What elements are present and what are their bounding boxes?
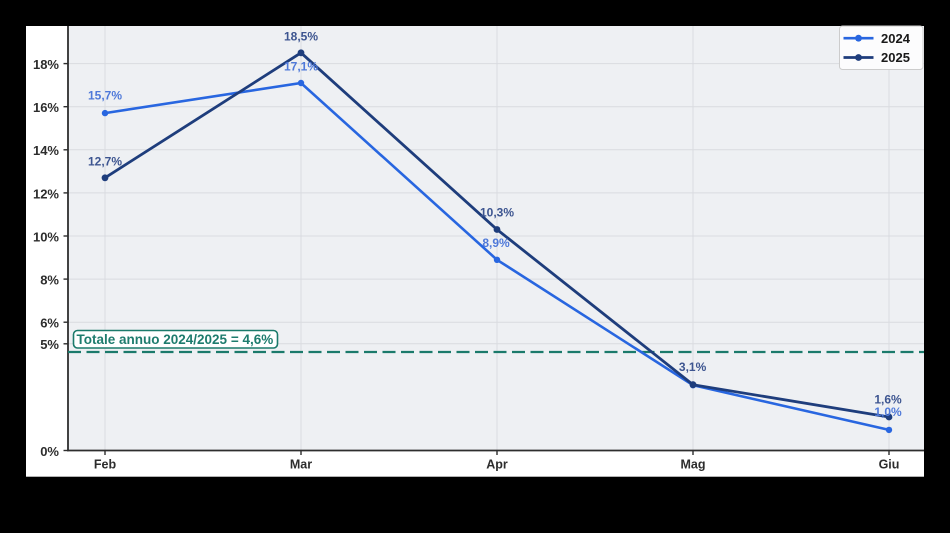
svg-text:1,6%: 1,6% <box>874 393 902 407</box>
svg-text:14%: 14% <box>33 143 59 158</box>
svg-text:Giu: Giu <box>879 458 900 472</box>
svg-text:10,3%: 10,3% <box>480 205 514 219</box>
svg-text:2025: 2025 <box>881 50 910 65</box>
svg-text:Mag: Mag <box>681 458 706 472</box>
svg-text:0%: 0% <box>40 444 59 459</box>
svg-text:18,5%: 18,5% <box>284 30 318 44</box>
svg-text:Totale annuo 2024/2025 = 4,6%: Totale annuo 2024/2025 = 4,6% <box>77 332 274 347</box>
svg-text:2024: 2024 <box>881 31 911 46</box>
svg-text:Mar: Mar <box>290 458 312 472</box>
svg-text:1,0%: 1,0% <box>874 405 902 419</box>
svg-text:18%: 18% <box>33 57 59 72</box>
svg-text:6%: 6% <box>40 316 59 331</box>
svg-text:17,1%: 17,1% <box>284 60 318 74</box>
svg-text:15,7%: 15,7% <box>88 89 122 103</box>
svg-text:8%: 8% <box>40 273 59 288</box>
svg-text:12%: 12% <box>33 186 59 201</box>
svg-text:3,1%: 3,1% <box>679 360 707 374</box>
svg-text:10%: 10% <box>33 229 59 244</box>
svg-text:5%: 5% <box>40 337 59 352</box>
svg-text:16%: 16% <box>33 100 59 115</box>
svg-text:Apr: Apr <box>486 458 508 472</box>
svg-text:12,7%: 12,7% <box>88 155 122 169</box>
svg-text:8,9%: 8,9% <box>482 236 510 250</box>
svg-text:Feb: Feb <box>94 458 117 472</box>
